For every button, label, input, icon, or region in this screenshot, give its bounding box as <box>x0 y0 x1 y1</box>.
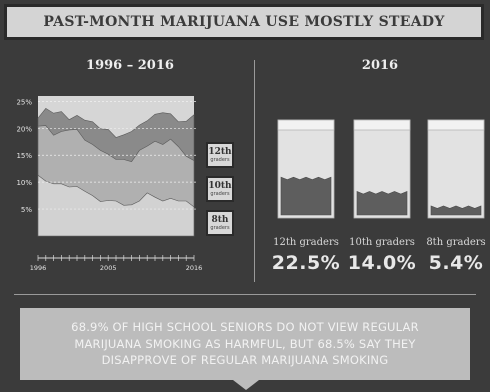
bag-label-10th: 10th graders <box>349 237 415 248</box>
legend-tag-sub: graders <box>210 190 230 197</box>
y-tick-label: 15% <box>16 152 32 160</box>
y-tick-label: 20% <box>16 125 32 133</box>
callout-box: 68.9% OF HIGH SCHOOL SENIORS DO NOT VIEW… <box>20 308 470 380</box>
legend-tag-10th: 10th graders <box>206 176 234 202</box>
section-divider <box>14 294 476 295</box>
legend-tag-grade: 8th <box>211 214 229 225</box>
legend-tag-12th: 12th graders <box>206 142 234 168</box>
right-panel-title: 2016 <box>361 58 399 73</box>
legend-tag-sub: graders <box>210 224 230 231</box>
left-panel-title: 1996 – 2016 <box>86 58 174 73</box>
bag-fill-bar <box>430 205 482 216</box>
y-tick-label: 10% <box>16 179 32 187</box>
x-tick-label: 2016 <box>186 264 203 272</box>
bag-value-10th: 14.0% <box>347 252 417 274</box>
trend-area-chart: 5% 10% 15% 20% 25% 1996 2005 2016 <box>16 96 203 272</box>
legend-tag-8th: 8th graders <box>206 210 234 236</box>
header-banner: PAST-MONTH MARIJUANA USE MOSTLY STEADY <box>4 4 484 40</box>
bag-seal <box>427 119 485 131</box>
bag-label-12th: 12th graders <box>273 237 339 248</box>
page-title: PAST-MONTH MARIJUANA USE MOSTLY STEADY <box>43 14 445 30</box>
callout-pointer <box>233 380 259 390</box>
bag-value-8th: 5.4% <box>428 252 484 274</box>
bag-fill-bar <box>280 176 332 216</box>
callout-text: 68.9% OF HIGH SCHOOL SENIORS DO NOT VIEW… <box>71 319 419 368</box>
legend-tag-grade: 10th <box>208 180 232 191</box>
area-series-3 <box>37 174 195 237</box>
bag-fill-bar <box>356 191 408 216</box>
bag-seal <box>353 119 411 131</box>
bag-outline <box>427 119 485 219</box>
bags-bar-chart <box>277 119 485 219</box>
y-tick-label: 25% <box>16 98 32 106</box>
legend-tag-grade: 12th <box>208 146 232 157</box>
bag-value-12th: 22.5% <box>271 252 341 274</box>
bag-label-8th: 8th graders <box>426 237 486 248</box>
x-tick-label: 1996 <box>30 264 47 272</box>
x-tick-label: 2005 <box>100 264 117 272</box>
legend-tag-sub: graders <box>210 156 230 163</box>
bag-seal <box>277 119 335 131</box>
panel-divider <box>254 60 255 282</box>
y-tick-label: 5% <box>21 206 32 214</box>
